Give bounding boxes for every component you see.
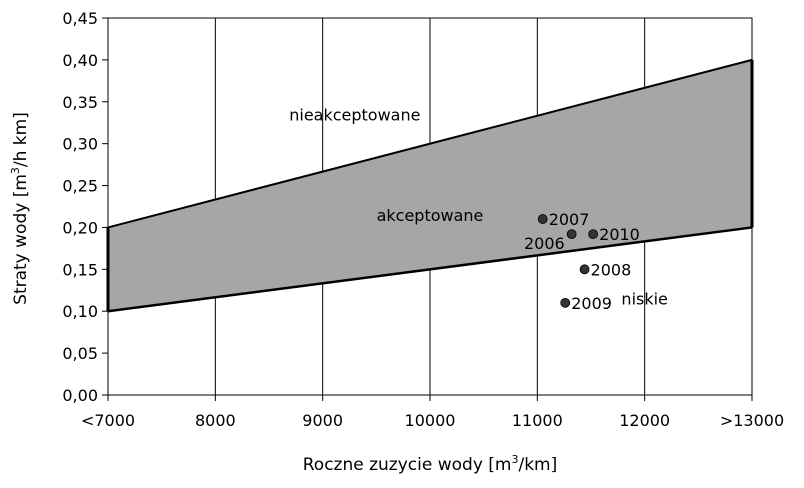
band-lower-line	[107, 226, 753, 313]
y-tick-label: 0,10	[62, 302, 98, 321]
data-point-label: 2007	[549, 210, 590, 229]
y-tick-label: 0,20	[62, 218, 98, 237]
y-tick-label: 0,35	[62, 93, 98, 112]
data-point-label: 2010	[599, 225, 640, 244]
x-tick-label: 9000	[302, 411, 343, 430]
x-axis-title-main: Roczne zuzycie wody [m	[303, 455, 512, 475]
data-point-2006	[566, 229, 577, 240]
y-axis-title-sup: 3	[9, 167, 22, 174]
y-tick-label: 0,05	[62, 344, 98, 363]
data-point-2007	[537, 214, 548, 224]
data-point-2010	[588, 229, 599, 240]
y-tick-label: 0,25	[62, 177, 98, 196]
axes	[102, 17, 753, 401]
region-label-niskie: niskie	[621, 290, 667, 309]
acceptance-band-fill	[108, 59, 752, 312]
y-axis-title-main: Straty wody [m	[11, 174, 31, 305]
data-points: 2007 2006 2010 2008 2009	[524, 210, 640, 313]
x-tick-label: >13000	[720, 411, 784, 430]
data-point-label: 2009	[571, 294, 612, 313]
x-axis-title-unit: /km]	[518, 455, 557, 475]
data-point-2008	[579, 264, 590, 275]
x-axis-title: Roczne zuzycie wody [m3/km]	[303, 453, 558, 475]
x-axis-title-sup: 3	[511, 453, 518, 466]
x-tick-label: 8000	[195, 411, 236, 430]
x-tick-label: <7000	[81, 411, 135, 430]
x-tick-label: 10000	[405, 411, 456, 430]
tick-labels: 0,00 0,05 0,10 0,15 0,20 0,25 0,30 0,35 0,40 0,45…	[62, 9, 784, 430]
y-axis-title: Straty wody [m3/h km]	[9, 112, 31, 305]
region-label-nieakceptowane: nieakceptowane	[289, 105, 420, 124]
data-point-label: 2008	[591, 260, 632, 279]
x-tick-label: 12000	[619, 411, 670, 430]
y-tick-label: 0,00	[62, 386, 98, 405]
y-axis-title-unit: /h km]	[11, 112, 31, 167]
y-tick-label: 0,40	[62, 51, 98, 70]
y-tick-label: 0,45	[62, 9, 98, 28]
y-tick-label: 0,30	[62, 135, 98, 154]
x-tick-label: 11000	[512, 411, 563, 430]
data-point-label: 2006	[524, 234, 565, 253]
y-tick-label: 0,15	[62, 260, 98, 279]
axis-titles: Roczne zuzycie wody [m3/km]Straty wody […	[9, 112, 557, 475]
region-labels: nieakceptowane akceptowane niskie	[289, 105, 668, 308]
data-point-2009	[560, 297, 571, 308]
region-label-akceptowane: akceptowane	[377, 206, 484, 225]
band-upper-line	[107, 58, 753, 229]
